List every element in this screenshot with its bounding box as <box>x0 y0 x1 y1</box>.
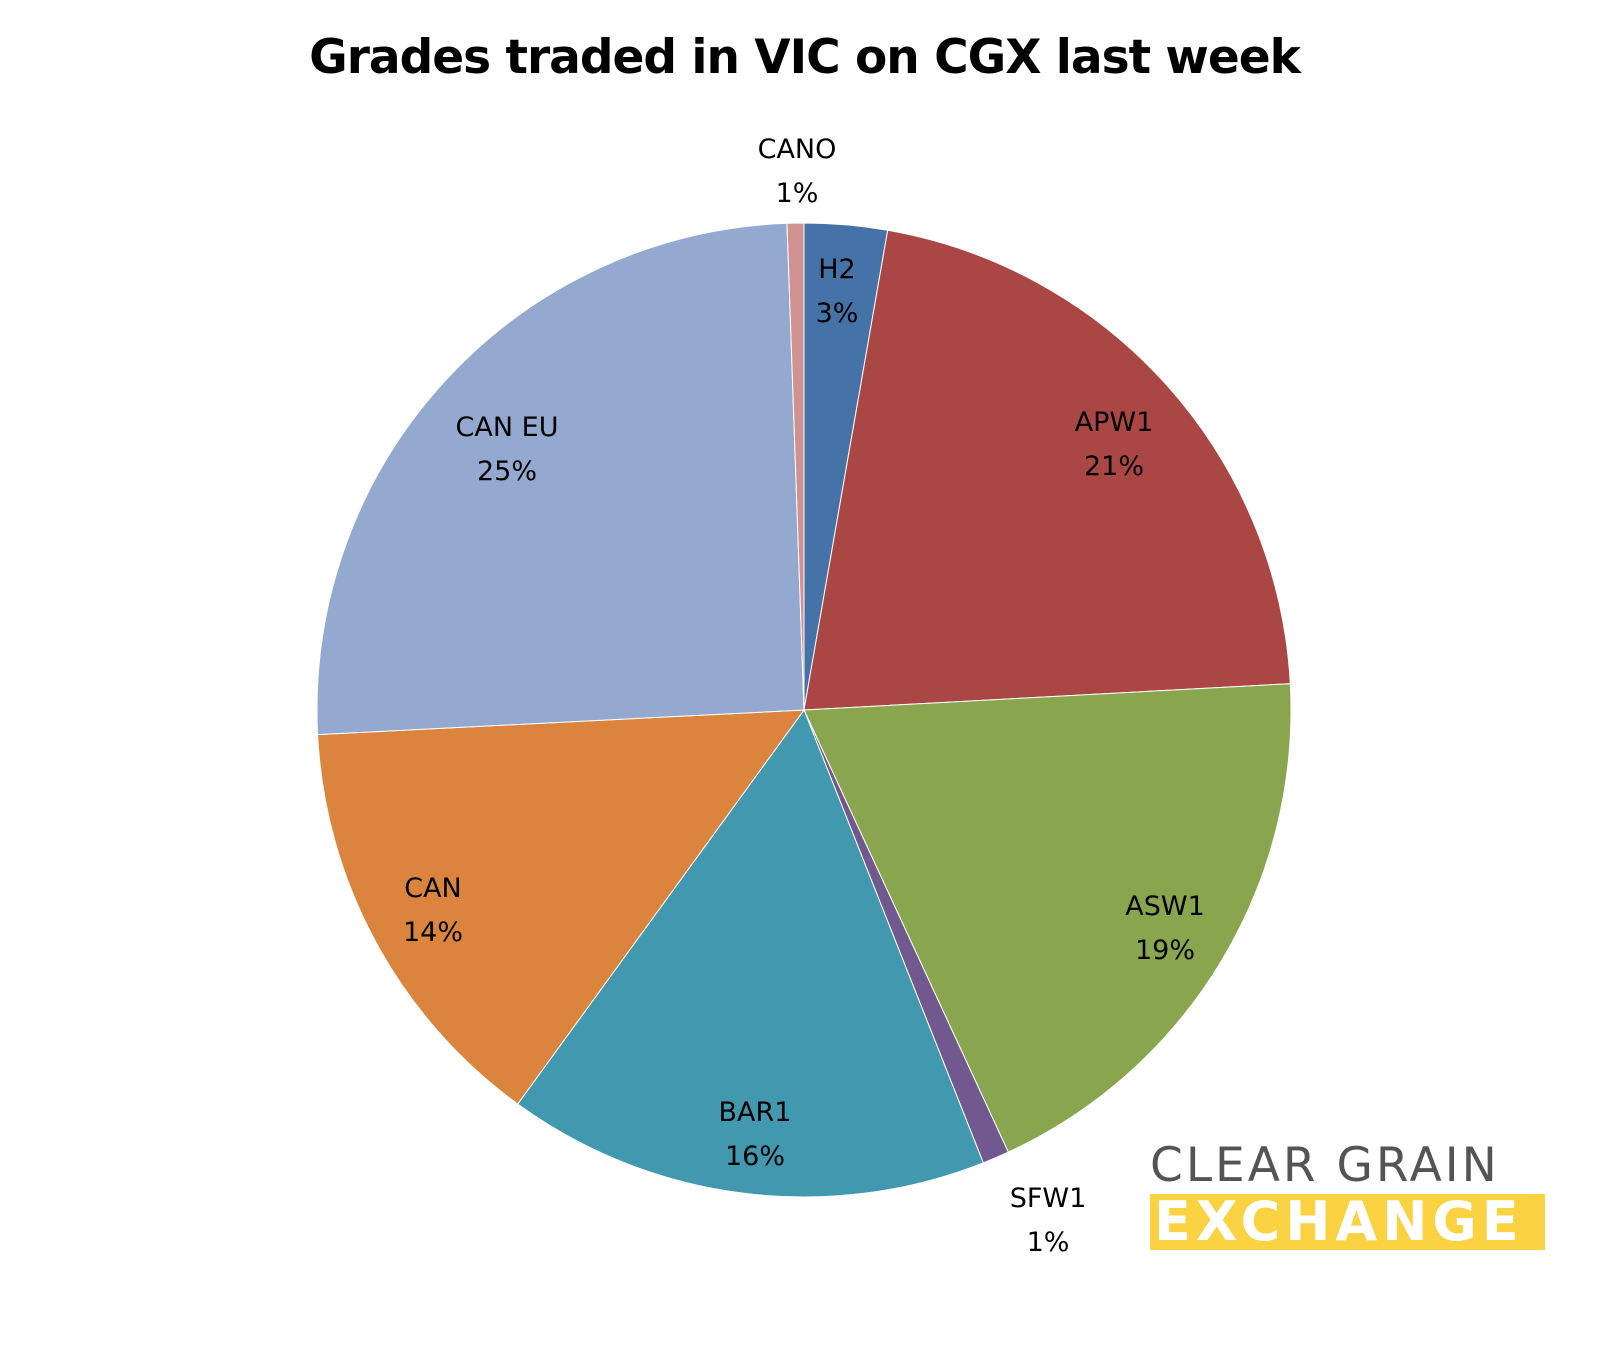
label-pct: 16% <box>724 1141 785 1172</box>
slice-asw1 <box>803 683 1292 1153</box>
label-pct: 1% <box>1026 1227 1070 1258</box>
label-name: CANO <box>757 134 837 165</box>
label-pct: 3% <box>815 298 859 329</box>
chart-title: Grades traded in VIC on CGX last week <box>309 30 1301 85</box>
data-label-sfw1: SFW1 1% <box>1010 1177 1087 1265</box>
logo-line2: EXCHANGE <box>1150 1194 1545 1250</box>
label-pct: 21% <box>1083 451 1145 482</box>
label-name: CAN <box>404 873 462 904</box>
data-label-cano: CANO 1% <box>758 128 837 216</box>
label-pct: 1% <box>775 178 819 209</box>
label-name: BAR1 <box>718 1097 792 1128</box>
label-pct: 14% <box>402 917 464 948</box>
slice-can <box>317 709 806 1105</box>
slice-apw1 <box>803 229 1291 711</box>
data-label-can: CAN 14% <box>403 867 463 955</box>
slice-bar1 <box>517 708 984 1198</box>
clear-grain-exchange-logo: CLEAR GRAIN EXCHANGE <box>1150 1140 1545 1250</box>
data-label-can-eu: CAN EU 25% <box>456 406 559 494</box>
label-name: H2 <box>818 254 856 285</box>
label-name: ASW1 <box>1125 891 1205 922</box>
slice-cano <box>786 222 805 711</box>
logo-line1: CLEAR GRAIN <box>1150 1138 1500 1193</box>
label-name: SFW1 <box>1009 1183 1087 1214</box>
label-pct: 25% <box>476 456 537 487</box>
data-label-asw1: ASW1 19% <box>1125 885 1204 973</box>
data-label-bar1: BAR1 16% <box>719 1091 792 1179</box>
data-label-apw1: APW1 21% <box>1075 401 1154 489</box>
label-name: CAN EU <box>455 412 559 443</box>
slice-can-eu <box>316 222 805 736</box>
label-name: APW1 <box>1074 407 1154 438</box>
label-pct: 19% <box>1134 935 1196 966</box>
data-label-h2: H2 3% <box>816 248 859 336</box>
